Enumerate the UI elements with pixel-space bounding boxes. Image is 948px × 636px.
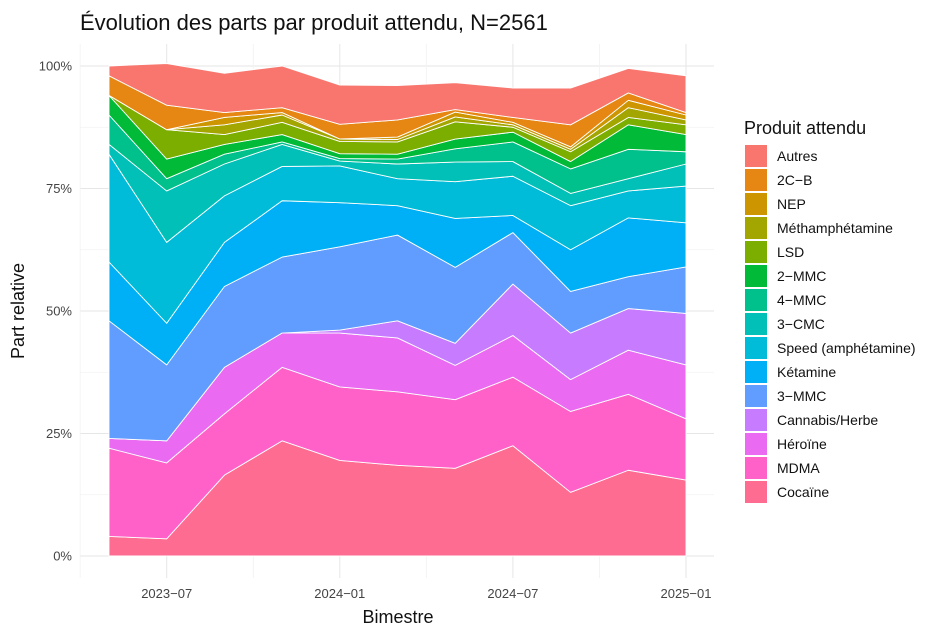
legend-label: Cannabis/Herbe bbox=[777, 412, 878, 428]
legend-label: Kétamine bbox=[777, 364, 836, 380]
x-axis-title: Bimestre bbox=[362, 607, 433, 627]
x-axis-ticks: 2023−07 2024−01 2024−07 2025−01 bbox=[141, 586, 711, 601]
chart-title: Évolution des parts par produit attendu,… bbox=[80, 10, 548, 35]
legend-label: Héroïne bbox=[777, 436, 827, 452]
legend-label: Autres bbox=[777, 148, 817, 164]
legend-swatch bbox=[745, 265, 767, 287]
legend-swatch bbox=[745, 313, 767, 335]
x-tick-label: 2024−01 bbox=[314, 586, 365, 601]
legend-label: Speed (amphétamine) bbox=[777, 340, 916, 356]
legend-label: 3−MMC bbox=[777, 388, 826, 404]
legend-swatch bbox=[745, 385, 767, 407]
legend-label: NEP bbox=[777, 196, 806, 212]
legend-label: Méthamphétamine bbox=[777, 220, 893, 236]
y-tick-label: 0% bbox=[53, 549, 72, 564]
legend-swatch bbox=[745, 193, 767, 215]
legend-title: Produit attendu bbox=[744, 118, 866, 138]
legend-swatch bbox=[745, 409, 767, 431]
y-axis-title: Part relative bbox=[8, 263, 28, 359]
y-tick-label: 50% bbox=[46, 304, 72, 319]
legend-swatch bbox=[745, 457, 767, 479]
legend-swatch bbox=[745, 337, 767, 359]
legend-swatch bbox=[745, 145, 767, 167]
legend-swatch bbox=[745, 481, 767, 503]
legend-label: 2−MMC bbox=[777, 268, 826, 284]
legend-swatch bbox=[745, 241, 767, 263]
y-axis-ticks: 0% 25% 50% 75% 100% bbox=[39, 59, 73, 564]
legend-swatch bbox=[745, 289, 767, 311]
y-tick-label: 100% bbox=[39, 59, 73, 74]
area-series bbox=[108, 63, 687, 126]
legend-swatch bbox=[745, 361, 767, 383]
legend-label: 3−CMC bbox=[777, 316, 825, 332]
x-tick-label: 2025−01 bbox=[661, 586, 712, 601]
y-tick-label: 75% bbox=[46, 181, 72, 196]
legend-label: 4−MMC bbox=[777, 292, 826, 308]
legend-swatch bbox=[745, 217, 767, 239]
legend: Produit attendu Autres 2C−B NEP Méthamphéta… bbox=[744, 118, 916, 503]
legend-label: LSD bbox=[777, 244, 804, 260]
legend-swatch bbox=[745, 433, 767, 455]
y-tick-label: 25% bbox=[46, 426, 72, 441]
legend-label: 2C−B bbox=[777, 172, 812, 188]
legend-label: MDMA bbox=[777, 460, 820, 476]
x-tick-label: 2023−07 bbox=[141, 586, 192, 601]
x-tick-label: 2024−07 bbox=[487, 586, 538, 601]
stacked-areas bbox=[108, 63, 687, 557]
legend-swatch bbox=[745, 169, 767, 191]
legend-label: Cocaïne bbox=[777, 484, 829, 500]
